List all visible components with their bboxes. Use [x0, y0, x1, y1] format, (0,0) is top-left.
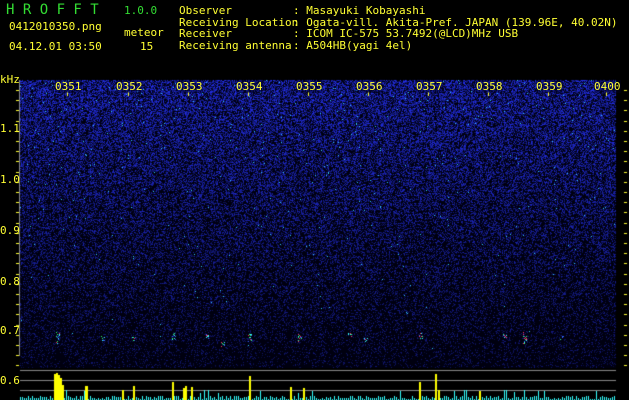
x-tick-label: 0400: [594, 80, 621, 93]
x-tick-label: 0356: [356, 80, 383, 93]
info-value: : Masayuki Kobayashi: [293, 4, 426, 17]
meteor-count: 15: [140, 40, 154, 53]
info-value: : A504HB(yagi 4el): [293, 38, 413, 52]
info-value: : Ogata-vill. Akita-Pref. JAPAN (139.96E…: [293, 15, 618, 29]
info-value: : ICOM IC-575 53.7492(@LCD)MHz USB: [293, 27, 519, 40]
app-version: 1.0.0: [124, 4, 158, 17]
info-label: Receiving antenna: [179, 38, 292, 52]
meteor-label: meteor: [124, 26, 164, 39]
y-tick-label: 1.0: [0, 173, 20, 186]
file-datetime: 04.12.01 03:50: [9, 40, 102, 53]
x-tick-label: 0351: [55, 80, 82, 93]
info-label: Observer: [179, 4, 232, 17]
x-tick-label: 0353: [176, 80, 203, 93]
y-tick-label: 1.1: [0, 122, 20, 135]
x-tick-label: 0359: [536, 80, 563, 93]
y-tick-label: 0.8: [0, 275, 20, 288]
info-label: Receiver: [179, 27, 232, 40]
y-tick-label: 0.6: [0, 374, 20, 387]
app-title: H R O F F T: [6, 2, 99, 18]
x-tick-label: 0352: [116, 80, 143, 93]
y-tick-label: 0.7: [0, 324, 20, 337]
x-tick-label: 0358: [476, 80, 503, 93]
file-name: 0412010350.png: [9, 20, 102, 33]
y-axis-unit: kHz: [0, 73, 20, 86]
x-tick-label: 0357: [416, 80, 443, 93]
x-tick-label: 0355: [296, 80, 323, 93]
x-tick-label: 0354: [236, 80, 263, 93]
y-tick-label: 0.9: [0, 224, 20, 237]
info-label: Receiving Location: [179, 15, 299, 29]
